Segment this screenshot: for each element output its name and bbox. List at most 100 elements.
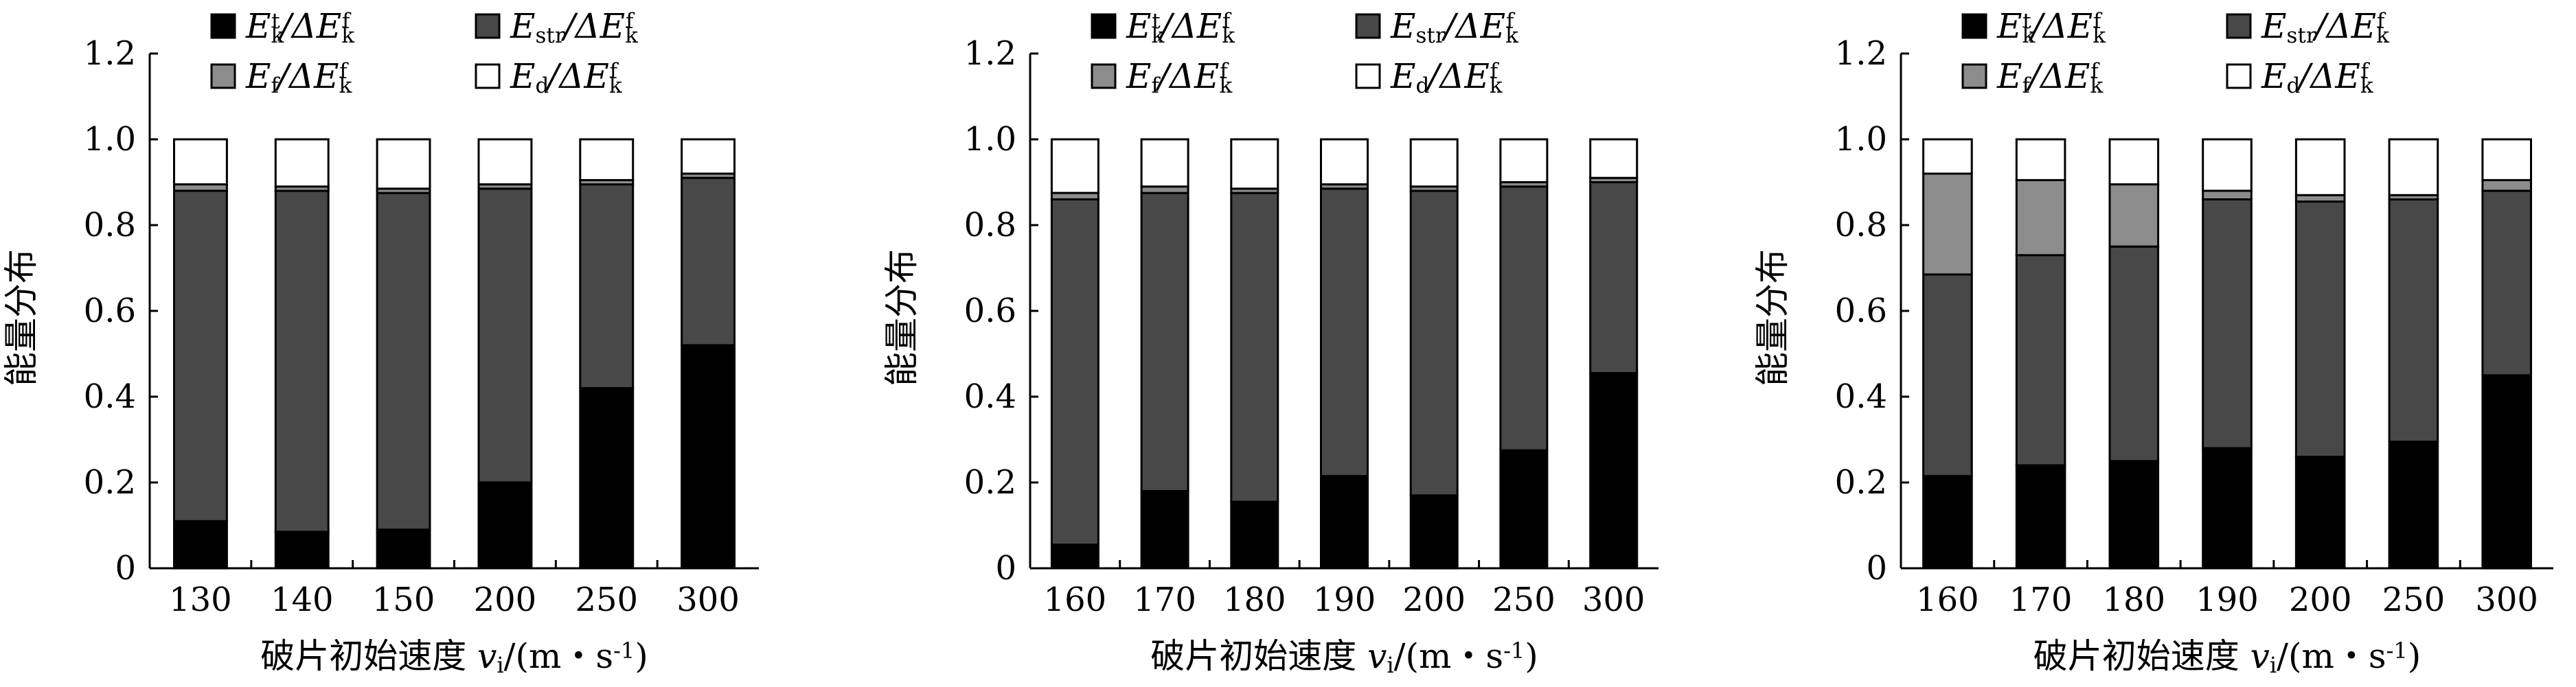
bar-segment [2108, 138, 2160, 186]
x-tick-label: 250 [575, 581, 638, 619]
bar-segment [1499, 449, 1549, 570]
bar-segment [2015, 178, 2066, 257]
y-axis-title: 能量分布 [1753, 249, 1792, 386]
legend-label: Ef/ΔEkf [1996, 56, 2103, 98]
y-tick-label: 1.0 [964, 120, 1016, 159]
legend-swatch [1091, 13, 1117, 39]
legend-swatch [1961, 13, 1987, 39]
legend-swatch [475, 13, 501, 39]
bar-segment [1409, 138, 1459, 188]
bar-segment [1140, 191, 1189, 492]
bar-segment [1050, 198, 1099, 546]
bar-segment [2202, 189, 2253, 200]
x-tick-label: 250 [2382, 581, 2446, 619]
y-tick-label: 1.2 [1835, 34, 1887, 73]
bar-segment [1922, 138, 1973, 175]
x-axis-title: 破片初始速度 vi/(m・s-1) [260, 636, 648, 678]
legend-label: Ed/ΔEkf [2261, 56, 2373, 98]
y-tick-label: 0.8 [1835, 206, 1887, 244]
x-tick-label: 130 [169, 581, 232, 619]
legend-swatch [475, 63, 501, 89]
y-tick-label: 0.8 [964, 206, 1016, 244]
chart-panel-1: 130 140 150 200 250 300 0 0.2 0.4 0.6 0.8 1.0 1.2 能量分… [1, 6, 759, 678]
bar-segment [2294, 456, 2346, 570]
bar-segment [2202, 447, 2253, 570]
legend-swatch [1355, 63, 1381, 89]
x-tick-label: 160 [1916, 581, 1979, 619]
legend-label: Estr/ΔEkf [510, 6, 638, 48]
bar-segment [1140, 490, 1189, 570]
y-tick-label: 0.4 [1835, 377, 1887, 416]
bar-segment [477, 187, 533, 484]
bar-segment [1589, 138, 1639, 179]
bar-segment [2481, 178, 2532, 192]
bar-segment [681, 176, 736, 347]
legend-swatch [210, 13, 236, 39]
bar-segment [2388, 138, 2439, 196]
x-tick-label: 140 [271, 581, 334, 619]
legend-label: Ef/ΔEkf [1126, 56, 1232, 98]
x-tick-label: 200 [474, 581, 537, 619]
bar-segment [376, 528, 431, 570]
y-tick-label: 1.0 [1835, 120, 1887, 159]
bar-segment [173, 138, 228, 186]
x-axis-title: 破片初始速度 vi/(m・s-1) [2033, 636, 2421, 678]
bar-segment [1320, 475, 1369, 570]
bar-segment [274, 138, 330, 188]
chart-panel-2: 160 170 180 190 200 250 300 0 0.2 0.4 0.6 0.8 1.0 1.2… [882, 6, 1659, 678]
y-tick-label: 1.2 [964, 34, 1016, 73]
bar-segment [2015, 464, 2066, 570]
y-tick-label: 0 [1866, 549, 1887, 587]
bar-segment [2108, 245, 2160, 463]
y-tick-label: 0 [115, 549, 136, 587]
x-tick-label: 160 [1044, 581, 1107, 619]
bar-segment [2108, 460, 2160, 570]
bar-segment [1230, 191, 1279, 503]
legend-label: Estr/ΔEkf [2261, 6, 2389, 48]
x-axis-title: 破片初始速度 vi/(m・s-1) [1150, 636, 1538, 678]
legend-label: Ed/ΔEkf [1390, 56, 1503, 98]
legend-label: Ekt/ΔEkf [1126, 6, 1235, 48]
bar-segment [1409, 494, 1459, 570]
legend-swatch [1091, 63, 1117, 89]
bar-segment [2202, 138, 2253, 192]
bar-segment [274, 531, 330, 570]
x-tick-label: 180 [1223, 581, 1286, 619]
legend-swatch [2226, 63, 2252, 89]
y-tick-label: 0.2 [964, 463, 1016, 502]
bar-segment [2202, 198, 2253, 450]
bar-segment [2388, 441, 2439, 570]
y-tick-label: 0.6 [84, 292, 136, 330]
bar-segment [681, 344, 736, 570]
bar-segment [2481, 374, 2532, 570]
bar-segment [2108, 183, 2160, 248]
legend-swatch [210, 63, 236, 89]
bar-segment [2481, 138, 2532, 181]
bar-segment [1409, 189, 1459, 497]
y-tick-label: 0.6 [964, 292, 1016, 330]
bar-segment [376, 138, 431, 190]
bar-segment [579, 183, 635, 389]
x-tick-label: 150 [372, 581, 435, 619]
x-tick-label: 200 [1402, 581, 1466, 619]
legend-label: Ekt/ΔEkf [245, 6, 354, 48]
bar-segment [2015, 138, 2066, 181]
bar-segment [2015, 254, 2066, 467]
legend-swatch [1355, 13, 1381, 39]
x-tick-label: 200 [2289, 581, 2352, 619]
y-tick-label: 0 [995, 549, 1016, 587]
x-tick-label: 170 [1133, 581, 1196, 619]
bar-segment [477, 481, 533, 570]
y-axis-title: 能量分布 [1, 249, 41, 386]
y-tick-label: 0.6 [1835, 292, 1887, 330]
x-tick-label: 250 [1492, 581, 1555, 619]
y-tick-label: 0.2 [84, 463, 136, 502]
bar-segment [1140, 138, 1189, 188]
x-tick-label: 300 [676, 581, 740, 619]
y-tick-label: 0.4 [964, 377, 1016, 416]
bar-segment [173, 189, 228, 522]
bar-segment [1230, 500, 1279, 570]
bar-segment [681, 138, 736, 175]
x-tick-label: 180 [2102, 581, 2165, 619]
